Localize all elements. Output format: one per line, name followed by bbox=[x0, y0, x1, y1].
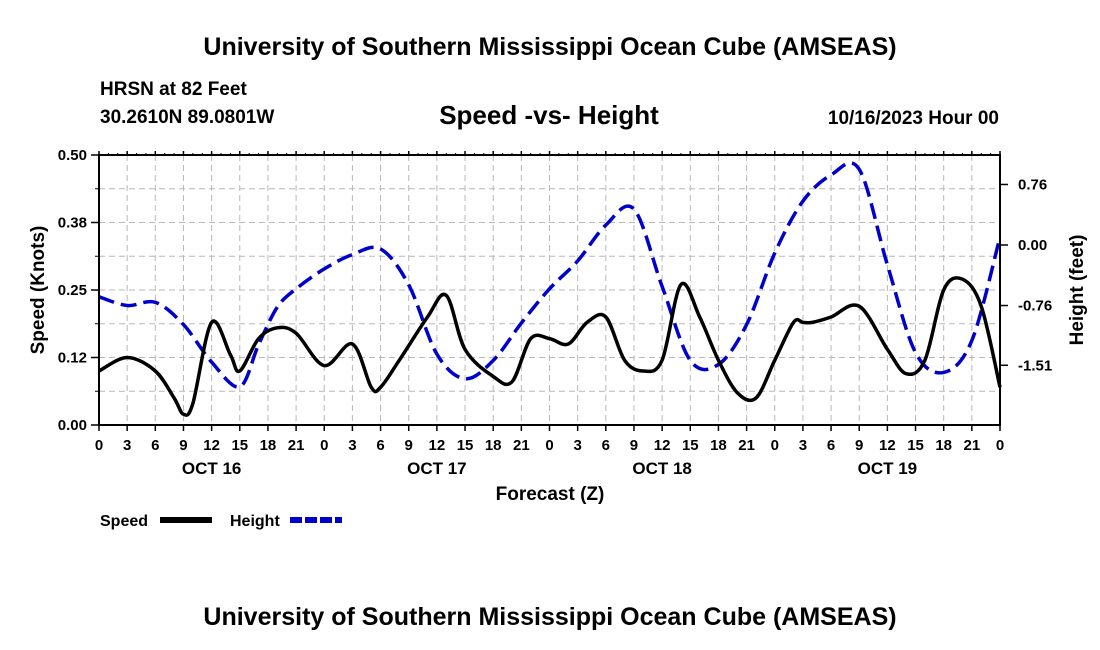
y-tick-label-right: 0.76 bbox=[1018, 176, 1047, 193]
x-tick-label: 3 bbox=[799, 437, 807, 454]
footer-title: University of Southern Mississippi Ocean… bbox=[203, 603, 896, 631]
x-tick-label: 9 bbox=[855, 437, 863, 454]
series-speed-line bbox=[98, 276, 1002, 417]
y-tick-label-right: -0.76 bbox=[1018, 298, 1052, 315]
x-tick-label: 18 bbox=[935, 437, 952, 454]
x-tick-label: 0 bbox=[771, 437, 779, 454]
station-coordinates: 30.2610N 89.0801W bbox=[100, 107, 274, 128]
chart-title: Speed -vs- Height bbox=[439, 100, 659, 130]
x-tick-label: 12 bbox=[879, 437, 896, 454]
x-tick-label: 3 bbox=[573, 437, 581, 454]
series-layer bbox=[98, 161, 1002, 417]
x-tick-label: 9 bbox=[179, 437, 187, 454]
day-label: OCT 18 bbox=[632, 459, 692, 478]
x-tick-label: 15 bbox=[457, 437, 474, 454]
x-tick-label: 18 bbox=[710, 437, 727, 454]
x-tick-label: 0 bbox=[996, 437, 1004, 454]
x-tick-label: 0 bbox=[95, 437, 103, 454]
y-tick-label-right: -1.51 bbox=[1018, 357, 1052, 374]
day-label: OCT 19 bbox=[858, 459, 918, 478]
legend-speed-label: Speed bbox=[100, 513, 148, 530]
grid-lines bbox=[99, 155, 1000, 425]
x-tick-label: 6 bbox=[602, 437, 610, 454]
x-tick-label: 15 bbox=[231, 437, 248, 454]
legend-height-label: Height bbox=[230, 513, 280, 530]
x-tick-label: 3 bbox=[123, 437, 131, 454]
y-tick-label-right: 0.00 bbox=[1018, 237, 1047, 254]
x-tick-label: 12 bbox=[429, 437, 446, 454]
y-tick-label-left: 0.25 bbox=[58, 282, 87, 299]
x-tick-label: 21 bbox=[964, 437, 981, 454]
legend: Speed Height bbox=[100, 513, 342, 530]
x-tick-label: 21 bbox=[288, 437, 305, 454]
y-tick-label-left: 0.00 bbox=[58, 417, 87, 434]
figure-title: University of Southern Mississippi Ocean… bbox=[203, 33, 896, 61]
x-tick-label: 0 bbox=[545, 437, 553, 454]
x-tick-label: 21 bbox=[513, 437, 530, 454]
y-axis-label-right: Height (feet) bbox=[1067, 235, 1088, 346]
x-tick-label: 12 bbox=[203, 437, 220, 454]
x-tick-label: 18 bbox=[485, 437, 502, 454]
x-tick-label: 9 bbox=[405, 437, 413, 454]
y-axis-label-left: Speed (Knots) bbox=[28, 226, 49, 355]
x-tick-label: 6 bbox=[151, 437, 159, 454]
y-tick-label-left: 0.50 bbox=[58, 147, 87, 164]
x-tick-label: 0 bbox=[320, 437, 328, 454]
x-tick-label: 18 bbox=[260, 437, 277, 454]
day-label: OCT 16 bbox=[182, 459, 242, 478]
y-tick-label-left: 0.38 bbox=[58, 215, 87, 232]
x-tick-label: 12 bbox=[654, 437, 671, 454]
x-tick-label: 21 bbox=[738, 437, 755, 454]
y-tick-label-left: 0.12 bbox=[58, 350, 87, 367]
x-tick-label: 3 bbox=[348, 437, 356, 454]
forecast-date: 10/16/2023 Hour 00 bbox=[828, 108, 999, 129]
day-label: OCT 17 bbox=[407, 459, 467, 478]
axes: 0 3 6 9 12 15 18 21 0 3 6 9 12 15 18 21 0 3 6 9 12 15 18 21 0 3 6 9… bbox=[58, 147, 1052, 478]
x-tick-label: 15 bbox=[682, 437, 699, 454]
x-tick-label: 9 bbox=[630, 437, 638, 454]
series-height-line bbox=[98, 161, 1002, 389]
station-label: HRSN at 82 Feet bbox=[100, 79, 247, 100]
x-axis-label: Forecast (Z) bbox=[496, 484, 605, 505]
x-tick-label: 6 bbox=[827, 437, 835, 454]
x-tick-label: 15 bbox=[907, 437, 924, 454]
x-tick-label: 6 bbox=[376, 437, 384, 454]
